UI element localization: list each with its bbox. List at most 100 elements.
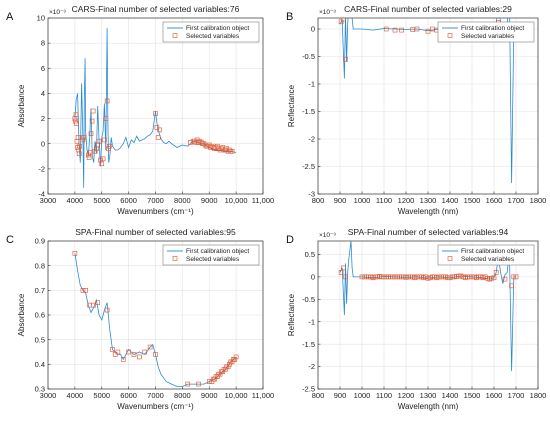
chart-title: SPA-Final number of selected variables:9… bbox=[348, 227, 509, 237]
x-tick-label: 1800 bbox=[530, 196, 547, 205]
selected-variable-marker bbox=[215, 143, 220, 149]
selected-variable-marker bbox=[513, 274, 519, 280]
y-tick-label: 4 bbox=[41, 89, 45, 98]
selected-variable-marker bbox=[493, 270, 499, 275]
selected-variable-marker bbox=[153, 111, 158, 116]
y-tick-label: -4 bbox=[38, 190, 45, 199]
selected-variable-marker bbox=[215, 374, 220, 379]
x-tick-label: 10,000 bbox=[225, 391, 248, 400]
selected-variable-marker bbox=[95, 300, 101, 305]
legend-entry-first-calibration-object: First calibration object bbox=[461, 248, 524, 255]
selected-variable-marker bbox=[104, 98, 110, 104]
legend-box bbox=[162, 21, 260, 43]
selected-variable-marker bbox=[86, 155, 92, 160]
y-tick-label: 10 bbox=[37, 14, 45, 23]
x-tick-label: 4000 bbox=[67, 391, 84, 400]
selected-variable-marker bbox=[96, 138, 102, 144]
axis-multiplier: ×10⁻³ bbox=[319, 232, 336, 239]
chart-title: CARS-Final number of selected variables:… bbox=[72, 4, 240, 14]
x-tick-label: 1300 bbox=[420, 391, 437, 400]
selected-variable-marker bbox=[137, 354, 142, 360]
selected-variable-marker bbox=[77, 143, 83, 149]
x-tick-label: 1800 bbox=[530, 391, 547, 400]
selected-variable-marker bbox=[72, 251, 78, 256]
selected-variable-marker bbox=[217, 371, 223, 377]
selected-variable-marker bbox=[502, 276, 508, 282]
chart-panel-a: 3000 4000 5000 6000 7000 8000 9000 10,000 11,000… bbox=[6, 4, 274, 216]
panel-label: B bbox=[286, 11, 293, 23]
y-tick-label: -2 bbox=[38, 164, 45, 173]
x-tick-label: 1500 bbox=[464, 391, 481, 400]
y-tick-label: -2.5 bbox=[302, 385, 315, 394]
selected-variable-marker bbox=[340, 18, 346, 22]
y-tick-label: 0 bbox=[311, 272, 315, 281]
selected-variable-marker bbox=[198, 140, 204, 145]
selected-variable-marker bbox=[126, 349, 131, 355]
y-tick-label: -1 bbox=[308, 317, 315, 326]
legend-box bbox=[437, 244, 535, 266]
selected-variable-marker bbox=[392, 27, 398, 33]
y-tick-label: 0.5 bbox=[305, 250, 315, 259]
selected-variable-marker bbox=[75, 135, 81, 140]
x-axis-label: Wavenumbers (cm⁻¹) bbox=[117, 207, 194, 216]
y-tick-label: 0.7 bbox=[35, 286, 45, 295]
y-tick-label: 6 bbox=[41, 64, 45, 73]
y-tick-label: 0 bbox=[41, 139, 45, 148]
selected-variable-marker bbox=[225, 364, 231, 370]
y-tick-label: -0.5 bbox=[302, 295, 315, 304]
x-tick-label: 7000 bbox=[147, 391, 164, 400]
selected-variable-marker bbox=[155, 135, 161, 140]
selected-variable-marker bbox=[196, 381, 201, 387]
selected-variable-marker bbox=[73, 118, 78, 124]
series-line-first-calibration-object bbox=[74, 28, 237, 188]
selected-variable-marker bbox=[383, 26, 389, 32]
legend-entry-first-calibration-object: First calibration object bbox=[186, 25, 249, 32]
selected-variable-marker bbox=[106, 146, 111, 152]
y-tick-label: 2 bbox=[41, 114, 45, 123]
selected-variable-marker bbox=[112, 352, 118, 357]
selected-variable-marker bbox=[106, 143, 112, 149]
x-tick-label: 1200 bbox=[398, 391, 415, 400]
selected-variable-marker bbox=[425, 28, 431, 34]
x-tick-label: 4000 bbox=[67, 196, 84, 205]
y-tick-label: -1 bbox=[308, 80, 315, 89]
selected-variable-marker bbox=[201, 141, 207, 147]
x-tick-label: 900 bbox=[334, 196, 347, 205]
selected-variable-marker bbox=[76, 151, 82, 157]
x-tick-label: 6000 bbox=[120, 391, 137, 400]
selected-variable-marker bbox=[227, 362, 232, 367]
y-axis-label: Reflectance bbox=[287, 84, 296, 127]
selected-variable-marker bbox=[103, 116, 109, 121]
selected-variable-marker bbox=[197, 138, 203, 144]
selected-variable-marker bbox=[213, 145, 219, 150]
x-tick-label: 1100 bbox=[376, 391, 392, 400]
x-tick-label: 7000 bbox=[147, 196, 164, 205]
legend-entry-selected-variables: Selected variables bbox=[461, 33, 515, 40]
selected-variable-marker bbox=[102, 137, 107, 143]
x-tick-label: 800 bbox=[312, 196, 325, 205]
x-tick-label: 5000 bbox=[93, 391, 110, 400]
selected-variable-marker bbox=[157, 127, 162, 133]
selected-variable-marker bbox=[81, 135, 86, 140]
selected-variable-marker bbox=[338, 270, 344, 275]
y-tick-label: 0.9 bbox=[35, 237, 45, 246]
x-tick-label: 1400 bbox=[442, 391, 459, 400]
chart-title: CARS-Final number of selected variables:… bbox=[344, 4, 512, 14]
selected-variable-marker bbox=[104, 307, 110, 313]
selected-variable-marker bbox=[154, 125, 160, 130]
selected-variable-marker bbox=[73, 112, 79, 118]
legend-entry-first-calibration-object: First calibration object bbox=[461, 25, 524, 32]
x-tick-label: 3000 bbox=[40, 196, 57, 205]
x-tick-label: 9000 bbox=[201, 196, 218, 205]
y-tick-label: -2 bbox=[308, 135, 315, 144]
selected-variable-marker bbox=[89, 118, 95, 124]
y-tick-label: -2.5 bbox=[302, 162, 315, 171]
selected-variable-marker bbox=[430, 26, 435, 32]
series-markers-selected-variables bbox=[338, 254, 519, 289]
y-axis-label: Reflectance bbox=[287, 293, 296, 336]
series-line-first-calibration-object bbox=[74, 253, 237, 387]
legend-entry-selected-variables: Selected variables bbox=[461, 256, 515, 263]
selected-variable-marker bbox=[232, 357, 238, 362]
y-tick-label: 0.4 bbox=[35, 360, 45, 369]
y-tick-label: 8 bbox=[41, 39, 45, 48]
